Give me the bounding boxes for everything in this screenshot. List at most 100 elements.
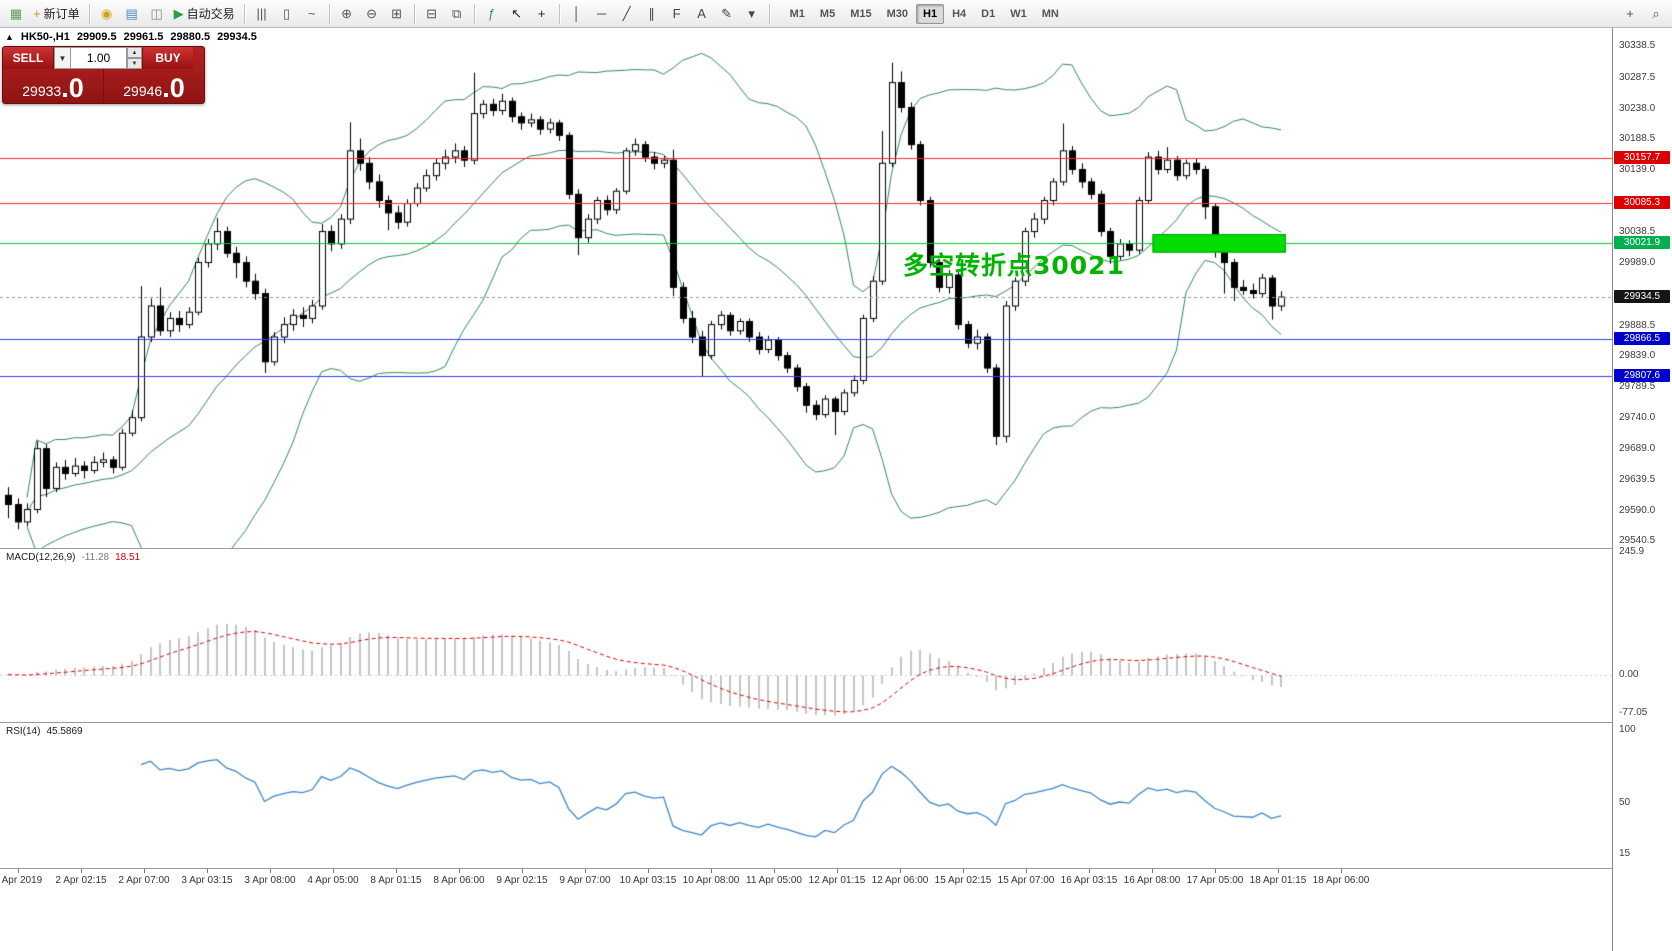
toolbar-group: ▦ + 新订单 [4, 2, 84, 26]
bid-main-digits: 29933 [22, 82, 62, 99]
quote-close: 29934.5 [217, 31, 257, 43]
price-axis-tick: 30238.0 [1619, 102, 1656, 114]
time-axis-label: 12 Apr 01:15 [808, 875, 866, 886]
time-axis-label: 3 Apr 03:15 [181, 875, 233, 886]
toolbar-groups: ▦ + 新订单 ◉ ▤ ◫ ▶ 自动交易 ||| ▯ ~ ⊕ ⊖ ⊞ ⊟ ⧉ ƒ ↖ + │ ─ ╱ ∥ F A ✎ ▾ [4, 2, 764, 26]
new-order-label: 新订单 [43, 7, 80, 21]
trendline-button[interactable]: ╱ [615, 2, 639, 26]
zoom-in-button[interactable]: ⊕ [335, 2, 359, 26]
timeframe-h1-button[interactable]: H1 [916, 3, 945, 24]
sell-button[interactable]: SELL [3, 47, 54, 69]
macd-axis-tick: 245.9 [1619, 546, 1645, 558]
timeframe-d1-button[interactable]: D1 [974, 4, 1002, 24]
toolbar-group: ◉ ▤ ◫ ▶ 自动交易 [95, 2, 239, 26]
trendline-icon: ╱ [622, 6, 631, 21]
app-chart-button[interactable]: ▦ [4, 2, 28, 26]
fibonacci-button[interactable]: F [665, 2, 689, 26]
macd-axis-tick: -77.05 [1619, 707, 1648, 719]
rsi-title: RSI(14) [6, 726, 41, 737]
timeframe-m5-button[interactable]: M5 [813, 4, 842, 24]
volume-input[interactable] [71, 47, 127, 69]
horizontal-line-icon: ─ [597, 6, 607, 21]
arrow-label-button[interactable]: ✎ [715, 2, 739, 26]
price-axis-tick: 29989.0 [1619, 257, 1656, 269]
timeframe-m1-button[interactable]: M1 [783, 4, 812, 24]
buy-button[interactable]: BUY [142, 47, 193, 69]
horizontal-line-button[interactable]: ─ [590, 2, 614, 26]
price-axis-tick: 29540.5 [1619, 535, 1656, 547]
rsi-pane-divider[interactable] [0, 722, 1672, 723]
main-chart-canvas[interactable] [0, 28, 1612, 548]
timeframe-toolbar: M1 M5 M15 M30 H1 H4 D1 W1 MN [783, 3, 1066, 24]
toolbar-separator [328, 3, 330, 24]
trade-panel-controls: SELL ▼ ▲ ▼ BUY [3, 47, 204, 69]
time-axis-tick [1341, 869, 1342, 873]
crosshair-button[interactable]: + [530, 2, 554, 26]
price-axis-tick: 29689.0 [1619, 443, 1656, 455]
new-order-button[interactable]: + 新订单 [29, 2, 84, 26]
time-axis-label: 9 Apr 07:00 [559, 875, 611, 886]
time-axis-tick [270, 869, 271, 873]
cascade-windows-button[interactable]: ⧉ [445, 2, 469, 26]
bid-price[interactable]: 29933 .0 [3, 69, 104, 103]
volume-increase-button[interactable]: ▲ [127, 47, 142, 58]
timeframe-h4-button[interactable]: H4 [945, 4, 973, 24]
macd-indicator-label: MACD(12,26,9) -11.28 18.51 [6, 552, 140, 563]
navigator-button[interactable]: ◫ [145, 2, 169, 26]
ask-price[interactable]: 29946 .0 [104, 69, 204, 103]
volume-decrease-button[interactable]: ▼ [127, 58, 142, 69]
app-chart-icon: ▦ [9, 6, 23, 21]
chart-text-annotation: 多空转折点30021 [903, 251, 1125, 280]
macd-pane-canvas[interactable] [0, 549, 1612, 722]
price-axis-tick: 30038.5 [1619, 226, 1656, 238]
timeframe-mn-button[interactable]: MN [1035, 4, 1066, 24]
data-window-button[interactable]: ▤ [120, 2, 144, 26]
macd-axis-tick: 0.00 [1619, 668, 1639, 680]
channel-button[interactable]: ∥ [640, 2, 664, 26]
time-axis-tick [774, 869, 775, 873]
chart-window: ▲ HK50-,H1 29909.5 29961.5 29880.5 29934… [0, 28, 1672, 951]
autotrading-button[interactable]: ▶ 自动交易 [170, 2, 239, 26]
rsi-axis-tick: 100 [1619, 724, 1636, 736]
indicators-button[interactable]: ƒ [480, 2, 504, 26]
time-axis-tick [522, 869, 523, 873]
macd-pane-divider[interactable] [0, 548, 1672, 549]
search-button[interactable]: ⌕ [1644, 2, 1668, 26]
quote-open: 29909.5 [76, 31, 117, 43]
vertical-line-button[interactable]: │ [565, 2, 589, 26]
chart-line-button[interactable]: ~ [300, 2, 324, 26]
timeframe-m30-button[interactable]: M30 [880, 4, 915, 24]
time-axis-tick [1215, 869, 1216, 873]
price-axis-tick: 29888.5 [1619, 319, 1656, 331]
one-click-toggle-icon[interactable]: ▲ [5, 32, 14, 42]
market-watch-button[interactable]: ◉ [95, 2, 119, 26]
chart-candles-button[interactable]: ▯ [275, 2, 299, 26]
rsi-pane-canvas[interactable] [0, 723, 1612, 868]
price-axis-tick: 30338.5 [1619, 40, 1656, 52]
tile-windows-button[interactable]: ⊟ [420, 2, 444, 26]
price-axis-tick: 29590.0 [1619, 504, 1656, 516]
chart-bars-button[interactable]: ||| [250, 2, 274, 26]
grid-button[interactable]: ⊞ [385, 2, 409, 26]
add-chart-button[interactable]: + [1618, 2, 1642, 26]
timeframe-m15-button[interactable]: M15 [843, 4, 878, 24]
add-chart-icon: + [1626, 6, 1634, 21]
navigator-icon: ◫ [150, 6, 163, 21]
price-axis-tick: 29839.0 [1619, 350, 1656, 362]
volume-preset-dropdown[interactable]: ▼ [54, 47, 71, 69]
time-axis[interactable]: 1 Apr 2019 2 Apr 02:15 2 Apr 07:00 3 Apr 03… [0, 869, 1612, 899]
price-axis[interactable]: 30338.5 30287.5 30238.0 30188.5 30139.0 30038… [1612, 28, 1672, 951]
shapes-button[interactable]: ▾ [740, 2, 764, 26]
time-axis-label: 1 Apr 2019 [0, 875, 43, 886]
time-axis-label: 8 Apr 01:15 [370, 875, 422, 886]
toolbar: ▦ + 新订单 ◉ ▤ ◫ ▶ 自动交易 ||| ▯ ~ ⊕ ⊖ ⊞ ⊟ ⧉ ƒ ↖ + │ ─ ╱ ∥ F A ✎ ▾ M1 M5 M… [0, 0, 1672, 28]
time-axis-label: 2 Apr 02:15 [55, 875, 107, 886]
tile-windows-icon: ⊟ [426, 6, 438, 21]
text-button[interactable]: A [690, 2, 714, 26]
time-axis-tick [207, 869, 208, 873]
time-axis-label: 3 Apr 08:00 [244, 875, 296, 886]
timeframe-w1-button[interactable]: W1 [1003, 4, 1034, 24]
cursor-button[interactable]: ↖ [505, 2, 529, 26]
arrow-label-icon: ✎ [721, 6, 733, 21]
zoom-out-button[interactable]: ⊖ [360, 2, 384, 26]
